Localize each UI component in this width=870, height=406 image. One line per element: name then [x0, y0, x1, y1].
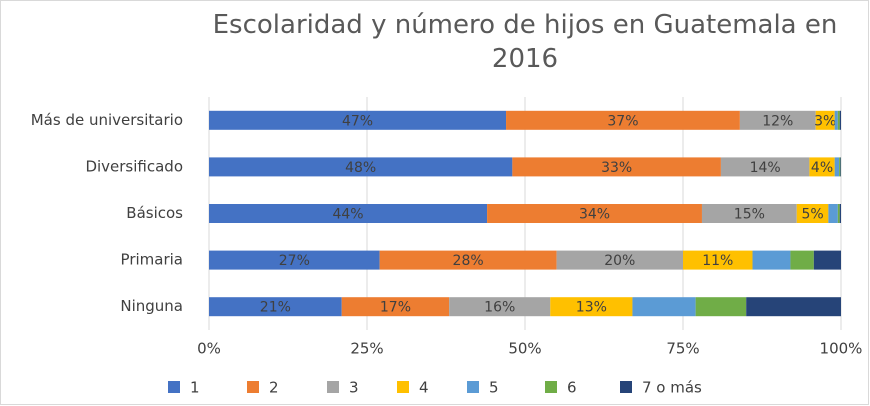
data-label: 27%: [279, 253, 310, 269]
x-tick-label: 0%: [197, 340, 221, 358]
y-tick-label: Primaria: [121, 251, 183, 269]
data-label: 21%: [260, 300, 291, 316]
legend-swatch: [545, 381, 557, 393]
bar-segment: [839, 110, 841, 130]
x-tick-label: 100%: [820, 340, 863, 358]
data-label: 47%: [342, 113, 373, 129]
data-label: 17%: [380, 300, 411, 316]
bar-segment: [752, 250, 791, 270]
data-label: 4%: [811, 160, 833, 176]
bar-segment: [790, 250, 814, 270]
data-label: 16%: [484, 300, 515, 316]
bar-segment: [720, 157, 810, 177]
bar-segment: [695, 297, 747, 317]
bar-segment: [746, 297, 841, 317]
legend-swatch: [168, 381, 180, 393]
bar-segment: [209, 204, 488, 223]
bar-segment: [837, 110, 840, 130]
data-label: 28%: [453, 253, 484, 269]
legend-label: 3: [349, 379, 359, 397]
legend-swatch: [247, 381, 259, 393]
bar-segment: [550, 297, 633, 317]
data-label: 13%: [576, 300, 607, 316]
bar-segment: [839, 157, 841, 177]
bar-segment: [341, 297, 450, 317]
bar-segment: [487, 204, 702, 223]
data-label: 5%: [801, 207, 823, 223]
legend-label: 7 o más: [642, 379, 702, 397]
bar-segment: [512, 157, 721, 177]
data-label: 12%: [762, 113, 793, 129]
bar-segment: [209, 297, 342, 317]
chart-title: Escolaridad y número de hijos en Guatema…: [212, 10, 838, 74]
y-tick-label: Diversificado: [85, 157, 183, 175]
bar-segment: [379, 250, 557, 270]
bar-segment: [209, 250, 380, 270]
bar-segment: [828, 204, 838, 223]
y-tick-label: Básicos: [126, 204, 183, 222]
bar-segment: [209, 157, 513, 177]
data-label: 48%: [345, 160, 376, 176]
data-label: 44%: [332, 207, 363, 223]
legend-label: 1: [190, 379, 200, 397]
data-label: 11%: [702, 253, 733, 269]
data-label: 20%: [604, 253, 635, 269]
bar-segment: [837, 204, 840, 223]
legend-swatch: [397, 381, 409, 393]
bar-segment: [556, 250, 683, 270]
data-label: 37%: [607, 113, 638, 129]
bar-segment: [840, 157, 841, 177]
bar-segment: [739, 110, 816, 130]
y-tick-label: Ninguna: [120, 297, 183, 315]
x-tick-label: 25%: [350, 340, 383, 358]
data-label: 3%: [814, 113, 836, 129]
x-tick-label: 50%: [508, 340, 541, 358]
bar-segment: [209, 110, 507, 130]
bar-segment: [834, 157, 840, 177]
data-label: 15%: [734, 207, 765, 223]
bar-segment: [809, 157, 835, 177]
bar-segment: [815, 110, 835, 130]
bar-segment: [632, 297, 696, 317]
bar-segment: [813, 250, 841, 270]
legend-label: 5: [489, 379, 499, 397]
bar-segment: [506, 110, 740, 130]
legend-label: 6: [567, 379, 577, 397]
bar-segment: [683, 250, 753, 270]
data-label: 33%: [601, 160, 632, 176]
legend-label: 2: [269, 379, 279, 397]
bar-segment: [449, 297, 551, 317]
bar-segment: [796, 204, 829, 223]
y-tick-label: Más de universitario: [31, 111, 183, 129]
legend-swatch: [327, 381, 339, 393]
data-label: 34%: [579, 207, 610, 223]
bar-segment: [839, 204, 841, 223]
legend-label: 4: [419, 379, 429, 397]
legend-swatch: [620, 381, 632, 393]
data-label: 14%: [750, 160, 781, 176]
x-tick-label: 75%: [666, 340, 699, 358]
bar-segment: [701, 204, 797, 223]
bar-segment: [834, 110, 838, 130]
legend-swatch: [467, 381, 479, 393]
